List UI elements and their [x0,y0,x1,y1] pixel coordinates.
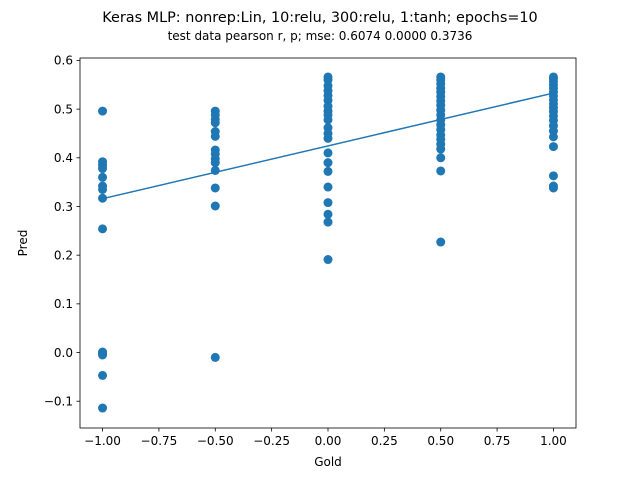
y-tick-label: 0.3 [54,200,73,214]
data-point [323,115,333,125]
data-point [548,132,558,142]
x-axis-label: Gold [314,455,342,469]
data-point [98,350,108,360]
data-point [323,209,333,219]
x-tick-label: −0.25 [253,434,290,448]
data-point [98,224,108,234]
chart-subtitle: test data pearson r, p; mse: 0.6074 0.00… [168,29,473,43]
x-axis-ticks: −1.00 −0.75 −0.50 −0.25 0.00 0.25 0.50 0.75 1.00 [84,428,567,448]
data-point [436,153,446,163]
data-point [323,148,333,158]
data-point [323,255,333,265]
data-point [548,183,558,193]
data-point [210,158,220,168]
x-tick-label: 0.50 [427,434,454,448]
y-tick-label: 0.1 [54,297,73,311]
data-point [210,183,220,193]
data-point [323,182,333,192]
regression-line [102,92,554,200]
y-tick-label: 0.4 [54,151,73,165]
data-point [98,403,108,413]
data-point [436,166,446,176]
data-point [98,106,108,116]
y-tick-label: 0.5 [54,102,73,116]
data-point [210,352,220,362]
data-point [323,198,333,208]
x-tick-label: 0.00 [315,434,342,448]
y-tick-label: 0.2 [54,248,73,262]
y-axis-ticks: −0.1 0.0 0.1 0.2 0.3 0.4 0.5 0.6 [44,54,80,409]
data-point [436,144,446,154]
x-tick-label: 0.25 [371,434,398,448]
data-point [323,166,333,176]
chart-title: Keras MLP: nonrep:Lin, 10:relu, 300:relu… [102,10,537,26]
data-point [98,164,108,174]
data-point [98,184,108,194]
y-axis-label: Pred [16,230,30,257]
data-point [323,217,333,227]
data-point [210,118,220,128]
data-point [210,131,220,141]
plot-marks [98,72,558,413]
data-point [323,133,333,143]
y-tick-label: −0.1 [44,395,73,409]
x-tick-label: −1.00 [84,434,121,448]
x-tick-label: −0.50 [197,434,234,448]
x-tick-label: 0.75 [484,434,511,448]
x-tick-label: −0.75 [141,434,178,448]
data-point [323,158,333,168]
y-tick-label: 0.0 [54,346,73,360]
data-point [436,237,446,247]
x-tick-label: 1.00 [540,434,567,448]
data-point [548,142,558,152]
data-point [548,171,558,181]
y-tick-label: 0.6 [54,54,73,68]
data-point [210,201,220,211]
data-point [98,172,108,182]
data-point [98,370,108,380]
